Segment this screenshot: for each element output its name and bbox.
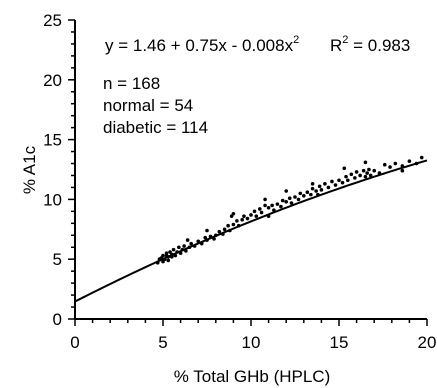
data-point <box>302 194 306 198</box>
data-point <box>363 174 368 179</box>
x-tick-label: 20 <box>418 333 437 352</box>
fit-curve <box>74 159 428 303</box>
y-tick-label: 10 <box>43 190 62 209</box>
data-point <box>365 171 369 175</box>
data-point <box>305 190 310 195</box>
data-point <box>259 210 264 215</box>
tick-labels: 0 5 10 15 20 0 5 10 15 20 25 <box>43 11 436 352</box>
data-point <box>279 204 283 209</box>
data-point <box>314 189 318 193</box>
data-point <box>240 217 244 222</box>
data-point <box>309 192 313 197</box>
data-point <box>317 184 322 189</box>
data-point <box>252 209 257 214</box>
x-tick-label: 5 <box>158 333 167 352</box>
data-point <box>346 178 350 183</box>
data-point <box>326 185 331 190</box>
r-squared-value: = 0.983 <box>348 36 410 55</box>
r-squared: R2 = 0.983 <box>330 34 410 55</box>
data-point <box>266 205 271 210</box>
x-tick-label: 0 <box>70 333 79 352</box>
y-axis-label: % A1c <box>20 145 39 194</box>
y-tick-label: 20 <box>43 71 62 90</box>
data-point <box>333 183 338 187</box>
fit-equation-superscript: 2 <box>293 34 299 46</box>
x-tick-label: 10 <box>242 333 261 352</box>
data-point <box>171 247 176 252</box>
y-tick-label: 25 <box>43 11 62 30</box>
y-tick-label: 0 <box>53 310 62 329</box>
data-point <box>254 214 259 218</box>
data-point <box>298 191 303 196</box>
data-point <box>280 198 285 203</box>
data-point <box>368 173 373 178</box>
data-point <box>342 166 347 171</box>
y-tick-label: 5 <box>53 250 62 269</box>
data-point <box>229 214 234 218</box>
data-point <box>367 167 371 172</box>
data-point <box>419 155 424 160</box>
data-point <box>249 213 253 217</box>
data-point <box>235 219 239 223</box>
data-point <box>363 160 368 165</box>
data-point <box>289 201 294 205</box>
ticks <box>68 19 428 326</box>
data-point <box>407 159 412 163</box>
data-point <box>182 244 186 248</box>
data-point <box>310 186 315 191</box>
data-point <box>293 195 297 199</box>
data-point <box>263 197 267 202</box>
data-point <box>319 188 324 192</box>
x-tick-label: 15 <box>330 333 349 352</box>
data-point <box>358 173 362 178</box>
y-tick-label: 15 <box>43 131 62 150</box>
data-point <box>393 161 398 166</box>
data-point <box>344 174 348 179</box>
data-point <box>161 253 165 258</box>
data-point <box>185 238 190 242</box>
fit-equation: y = 1.46 + 0.75x - 0.008x2 <box>105 34 299 55</box>
data-point <box>164 251 169 256</box>
fit-equation-text: y = 1.46 + 0.75x - 0.008x <box>105 36 294 55</box>
data-point <box>388 165 392 169</box>
data-point <box>226 223 230 228</box>
data-point <box>400 168 405 173</box>
data-point <box>323 182 327 186</box>
data-point <box>287 196 292 201</box>
data-point <box>242 214 246 218</box>
data-point <box>263 203 267 208</box>
r-squared-label: R <box>330 36 342 55</box>
data-point <box>337 178 341 183</box>
data-point <box>353 176 357 180</box>
data-point <box>166 258 171 263</box>
sample-size-label: n = 168 <box>103 74 160 93</box>
data-point <box>340 180 345 185</box>
data-point <box>189 241 193 246</box>
data-point <box>258 207 262 211</box>
data-point <box>382 162 387 167</box>
data-points <box>155 155 424 265</box>
diabetic-count-label: diabetic = 114 <box>103 118 208 137</box>
data-point <box>177 245 181 250</box>
data-point <box>372 168 377 173</box>
normal-count-label: normal = 54 <box>103 96 193 115</box>
data-point <box>296 197 301 202</box>
r-squared-superscript: 2 <box>342 34 348 46</box>
data-point <box>222 227 227 232</box>
data-point <box>330 179 334 184</box>
data-point <box>275 202 280 206</box>
data-point <box>270 203 274 208</box>
data-point <box>284 189 289 193</box>
x-axis-label: % Total GHb (HPLC) <box>174 367 331 386</box>
data-point <box>349 172 354 177</box>
data-point <box>217 229 222 234</box>
data-point <box>284 199 289 204</box>
data-point <box>245 216 250 221</box>
data-point <box>205 228 209 233</box>
data-point <box>231 222 236 227</box>
data-point <box>354 170 359 174</box>
data-point <box>310 182 315 186</box>
data-point <box>361 168 366 173</box>
